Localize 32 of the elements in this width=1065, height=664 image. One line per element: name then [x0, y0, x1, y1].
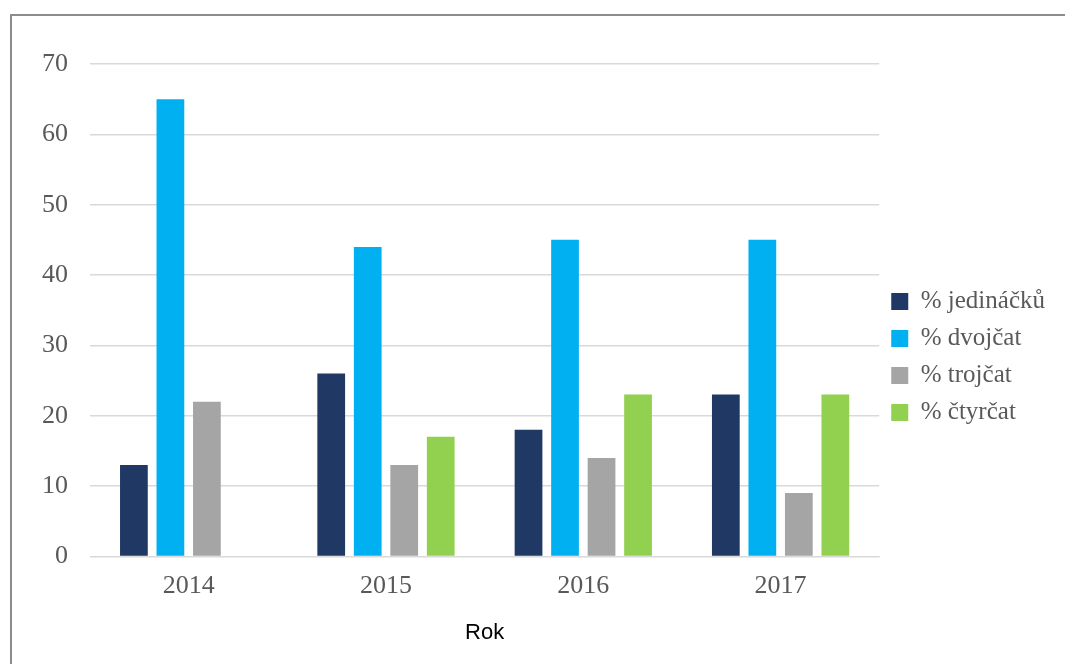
bar — [353, 246, 382, 556]
y-tick-label: 70 — [42, 47, 68, 77]
y-tick-label: 40 — [42, 258, 68, 288]
y-tick-label: 60 — [42, 118, 68, 148]
bar — [193, 401, 221, 556]
bar — [120, 464, 148, 556]
bar — [514, 429, 543, 556]
bar — [426, 436, 455, 556]
legend-label: % dvojčat — [920, 323, 1022, 351]
bar — [711, 394, 740, 556]
bar — [624, 394, 652, 556]
y-tick-label: 30 — [42, 329, 68, 359]
y-tick-label: 20 — [42, 399, 68, 429]
bar — [821, 394, 850, 556]
x-tick-label: 2016 — [557, 569, 610, 599]
y-tick-label: 50 — [42, 188, 68, 218]
x-tick-label: 2015 — [359, 569, 412, 599]
bar — [390, 464, 419, 556]
y-tick-label: 10 — [42, 469, 68, 499]
bar — [156, 99, 185, 556]
x-axis-title: Rok — [465, 618, 506, 644]
x-tick-label: 2017 — [754, 569, 807, 599]
legend-label: % jedináčků — [920, 286, 1046, 314]
bar — [551, 239, 579, 556]
bar — [587, 457, 616, 556]
legend-label: % trojčat — [920, 360, 1012, 388]
bar — [317, 373, 346, 556]
x-tick-label: 2014 — [162, 569, 215, 599]
bar — [784, 493, 813, 556]
y-tick-label: 0 — [55, 540, 68, 570]
bar — [748, 239, 777, 556]
legend-label: % čtyrčat — [920, 397, 1016, 425]
